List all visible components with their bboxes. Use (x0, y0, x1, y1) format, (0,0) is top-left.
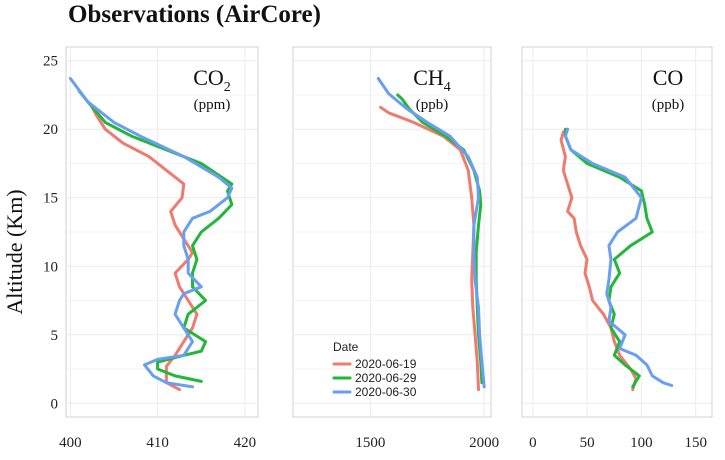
legend-entry-label: 2020-06-30 (355, 385, 417, 399)
panel-1: 400 410 420 0 5 10 15 20 25 CO2 (ppm) (43, 46, 259, 451)
series-line-2020-06-30 (68, 77, 234, 389)
species-label: CH4 (413, 65, 451, 95)
panel-2: 1500 2000 CH4 (ppb) (292, 46, 499, 451)
legend-entry-label: 2020-06-29 (355, 371, 417, 385)
x-tick-label: 410 (146, 435, 169, 451)
chart-title: Observations (AirCore) (68, 1, 321, 28)
y-tick-label: 5 (51, 328, 59, 344)
series-line-2020-06-30 (376, 77, 486, 389)
x-tick-label: 0 (529, 435, 537, 451)
series-line-2020-06-29 (563, 127, 654, 389)
x-tick-label: 150 (684, 435, 707, 451)
y-axis-label: Altitude (Km) (2, 189, 27, 314)
series-line-2020-06-30 (563, 127, 674, 387)
x-tick-label: 420 (234, 435, 257, 451)
series-line-2020-06-19 (379, 105, 480, 392)
y-tick-label: 0 (51, 396, 59, 412)
unit-label: (ppm) (194, 97, 231, 113)
unit-label: (ppb) (652, 97, 685, 113)
unit-label: (ppb) (416, 97, 449, 113)
x-tick-label: 1500 (355, 435, 385, 451)
series-line-2020-06-19 (90, 105, 199, 392)
panel-3: 0 50 100 150 CO (ppb) (521, 46, 713, 451)
y-tick-label: 20 (43, 122, 58, 138)
x-tick-label: 50 (580, 435, 595, 451)
x-tick-label: 2000 (469, 435, 499, 451)
series-line-2020-06-19 (559, 130, 638, 392)
x-tick-label: 100 (630, 435, 653, 451)
legend-title: Date (333, 340, 359, 354)
y-tick-label: 25 (43, 54, 58, 70)
legend-entry-label: 2020-06-19 (355, 357, 417, 371)
y-tick-label: 15 (43, 191, 58, 207)
x-tick-label: 400 (59, 435, 82, 451)
species-label: CO2 (193, 65, 231, 95)
species-label: CO (653, 65, 684, 90)
y-tick-label: 10 (43, 259, 58, 275)
